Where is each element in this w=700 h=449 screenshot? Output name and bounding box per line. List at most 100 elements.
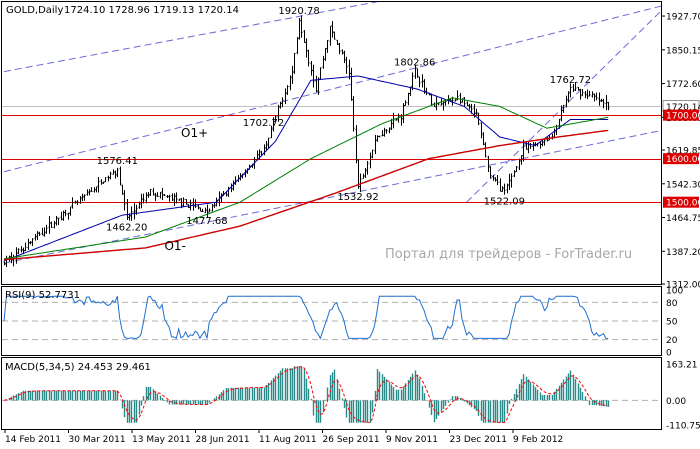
candle bbox=[100, 179, 103, 185]
candle bbox=[522, 139, 525, 162]
candle bbox=[119, 166, 122, 186]
candle bbox=[366, 161, 369, 175]
candle bbox=[378, 135, 381, 138]
candle bbox=[53, 220, 56, 229]
candle bbox=[539, 141, 542, 149]
candle bbox=[121, 184, 124, 195]
candle bbox=[36, 231, 39, 241]
price-axis-label: 1772.60 bbox=[666, 80, 700, 90]
candle bbox=[350, 67, 353, 101]
price-annotation: 1702.72 bbox=[243, 118, 284, 129]
candle bbox=[152, 187, 155, 196]
candle bbox=[586, 89, 589, 100]
ohlc-label: 1724.10 1728.96 1719.13 1720.14 bbox=[64, 5, 239, 16]
candle bbox=[501, 186, 504, 192]
candle bbox=[364, 168, 367, 179]
candle bbox=[83, 194, 86, 201]
candle bbox=[109, 171, 112, 180]
candle bbox=[581, 89, 584, 97]
candle bbox=[180, 198, 183, 209]
candle bbox=[569, 83, 572, 98]
candle bbox=[600, 98, 603, 103]
candle bbox=[591, 91, 594, 98]
candle bbox=[138, 201, 141, 209]
candle bbox=[303, 30, 306, 43]
candle bbox=[171, 193, 174, 201]
candle bbox=[97, 176, 100, 193]
channel-line-upper-right bbox=[466, 10, 661, 203]
candle bbox=[126, 198, 129, 221]
candle bbox=[296, 37, 299, 55]
candle bbox=[395, 118, 398, 121]
candle bbox=[480, 122, 483, 139]
moving-average-red bbox=[3, 129, 609, 261]
candle bbox=[421, 74, 424, 88]
price-axis-label: 1312.00 bbox=[666, 281, 700, 291]
candle bbox=[383, 127, 386, 137]
candle bbox=[449, 98, 452, 101]
candle bbox=[466, 101, 469, 107]
candle bbox=[341, 49, 344, 55]
candle bbox=[79, 196, 82, 204]
candle bbox=[345, 56, 348, 74]
candle bbox=[468, 103, 471, 110]
price-annotation: O1+ bbox=[181, 126, 208, 140]
candle bbox=[270, 125, 273, 139]
macd-label: MACD(5,34,5) 24.453 29.461 bbox=[5, 362, 151, 373]
candle bbox=[409, 86, 412, 97]
candle bbox=[116, 167, 119, 178]
level-label-box bbox=[663, 109, 699, 121]
level-label: 1500.00 bbox=[666, 199, 700, 209]
candle bbox=[204, 207, 207, 214]
main-chart-panel[interactable] bbox=[1, 1, 662, 285]
candle bbox=[416, 68, 419, 78]
candle bbox=[503, 183, 506, 195]
candle bbox=[267, 137, 270, 149]
candle bbox=[567, 91, 570, 103]
candle bbox=[34, 233, 37, 241]
date-axis-label: 23 Dec 2011 bbox=[450, 435, 508, 445]
candle bbox=[348, 59, 351, 80]
candle bbox=[487, 155, 490, 172]
candle bbox=[454, 99, 457, 102]
macd-axis-label: 0.00 bbox=[666, 397, 686, 407]
price-axis-label: 1387.20 bbox=[666, 248, 700, 258]
candle bbox=[182, 197, 185, 207]
moving-average-blue bbox=[3, 75, 609, 262]
candle bbox=[371, 149, 374, 159]
candle bbox=[404, 100, 407, 106]
date-axis-label: 26 Sep 2011 bbox=[323, 435, 380, 445]
macd-panel[interactable] bbox=[1, 357, 662, 430]
candle bbox=[312, 64, 315, 88]
candle bbox=[74, 200, 77, 204]
candle bbox=[41, 227, 44, 236]
candle bbox=[506, 183, 509, 194]
candle bbox=[411, 72, 414, 91]
rsi-line bbox=[3, 295, 609, 340]
candle bbox=[484, 142, 487, 158]
candle bbox=[189, 199, 192, 211]
date-axis-label: 30 Mar 2011 bbox=[69, 435, 126, 445]
candle bbox=[163, 194, 166, 197]
candle bbox=[142, 193, 145, 204]
candle bbox=[489, 166, 492, 179]
candle bbox=[161, 187, 164, 201]
candle bbox=[322, 55, 325, 69]
candle bbox=[29, 241, 32, 245]
price-axis-label: 1619.85 bbox=[666, 147, 700, 157]
candle bbox=[298, 18, 301, 40]
candle bbox=[199, 207, 202, 212]
rsi-panel[interactable] bbox=[1, 286, 662, 356]
candle bbox=[71, 197, 74, 209]
candle bbox=[338, 42, 341, 55]
candle bbox=[147, 192, 150, 198]
candle bbox=[291, 65, 294, 84]
price-annotation: 1762.72 bbox=[550, 75, 591, 86]
candle bbox=[192, 198, 195, 211]
macd-axis-label: 163.21 bbox=[666, 361, 698, 371]
candle bbox=[362, 173, 365, 179]
candle bbox=[492, 174, 495, 181]
candle bbox=[442, 101, 445, 111]
